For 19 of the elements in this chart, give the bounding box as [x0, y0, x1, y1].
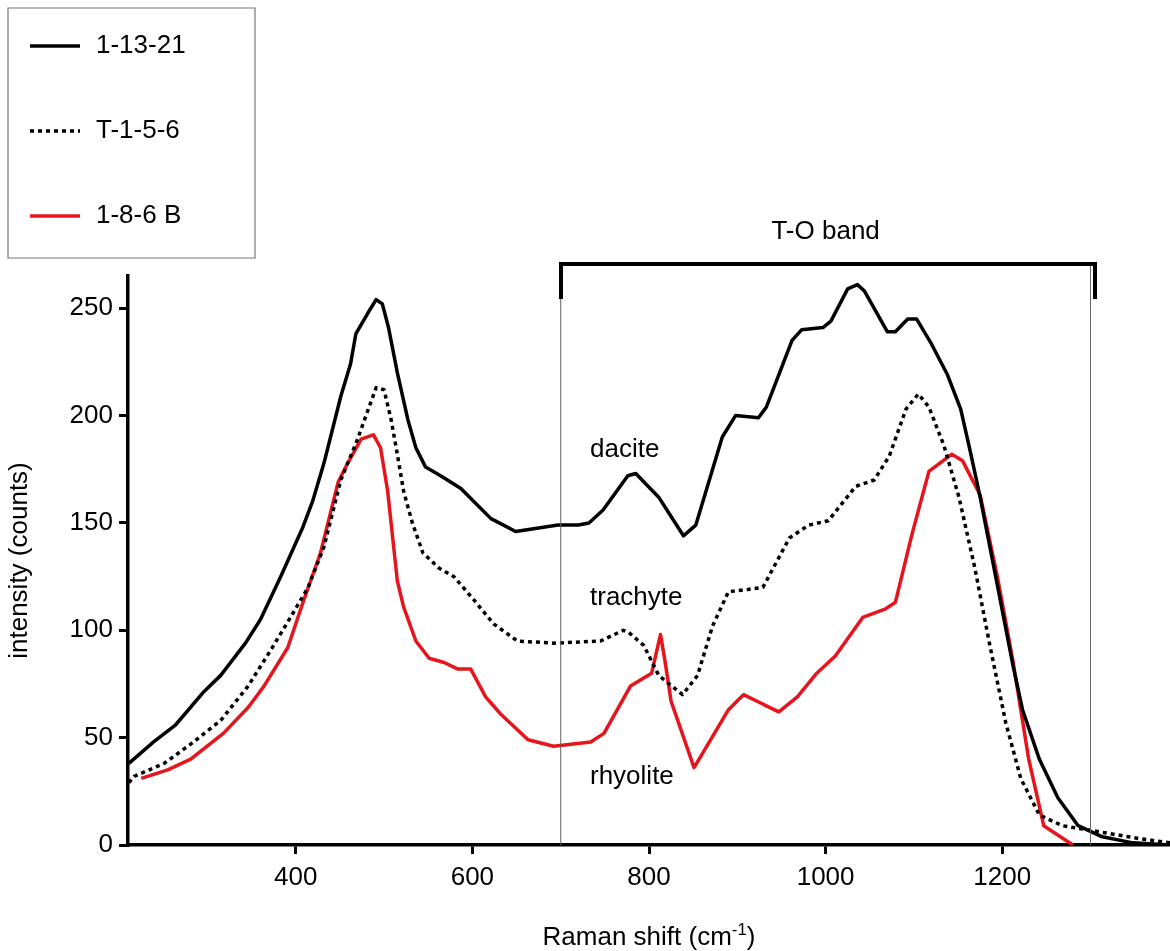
x-tick-label: 1000 [796, 860, 855, 891]
x-tick-label: 600 [450, 860, 495, 891]
x-tick-label: 800 [627, 860, 671, 891]
annotation: rhyolite [590, 760, 674, 791]
legend-label: 1-13-21 [96, 29, 186, 60]
y-tick-label: 150 [69, 506, 113, 537]
x-tick-label: 1200 [973, 860, 1032, 891]
annotation: dacite [590, 433, 660, 464]
legend-label: T-1-5-6 [96, 114, 180, 145]
y-tick-label: 50 [84, 720, 113, 751]
annotation: trachyte [590, 581, 683, 612]
y-tick-label: 200 [69, 398, 113, 429]
x-tick-label: 400 [274, 860, 318, 891]
legend-label: 1-8-6 B [96, 199, 182, 230]
y-tick-label: 0 [98, 828, 113, 859]
y-axis-title: intensity (counts) [2, 462, 33, 659]
y-tick-label: 100 [69, 613, 113, 644]
y-tick-label: 250 [69, 291, 113, 322]
text: T-O band [771, 215, 880, 246]
